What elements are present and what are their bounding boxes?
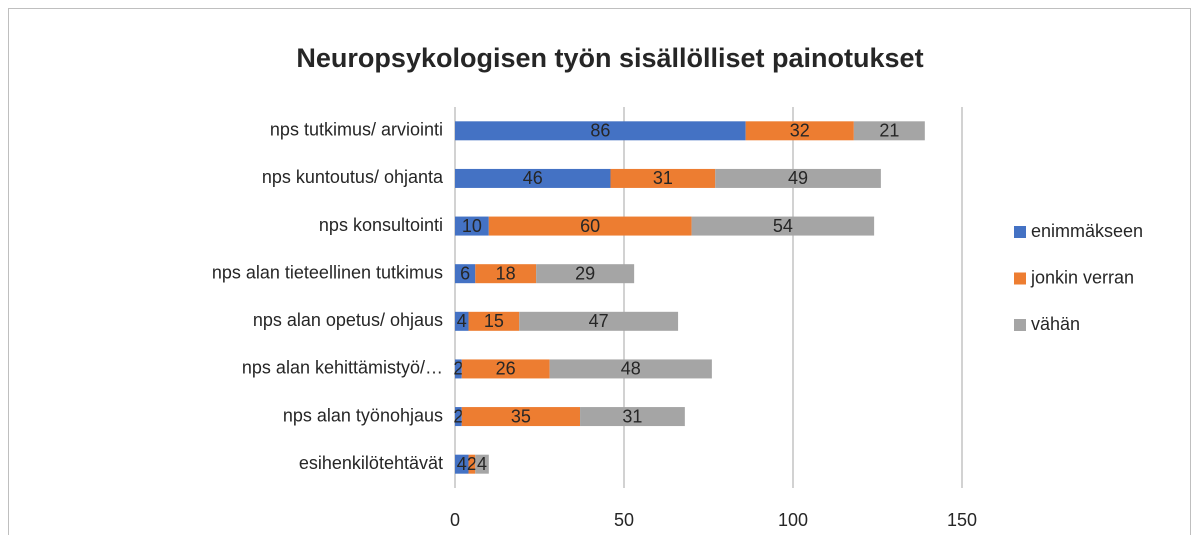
y-tick-label: nps alan opetus/ ohjaus [253, 310, 443, 330]
bar-segment [455, 407, 462, 427]
bar-segment [455, 359, 462, 379]
data-label: 31 [622, 406, 642, 426]
data-label: 2 [453, 406, 463, 426]
data-label: 15 [484, 311, 504, 331]
bar-segment [455, 311, 469, 331]
bar-segment [715, 168, 881, 188]
y-tick-label: nps kuntoutus/ ohjanta [262, 167, 444, 187]
y-tick-label: esihenkilötehtävät [299, 453, 443, 473]
data-label: 2 [453, 359, 463, 379]
data-label: 6 [460, 263, 470, 283]
data-label: 4 [477, 454, 487, 474]
bar-segment [610, 168, 716, 188]
data-label: 35 [511, 406, 531, 426]
x-tick-label: 150 [947, 510, 977, 530]
legend-label: enimmäkseen [1031, 221, 1143, 241]
bar-segment [745, 121, 854, 141]
y-tick-label: nps alan tieteellinen tutkimus [212, 262, 443, 282]
data-label: 26 [496, 359, 516, 379]
bar-segment [455, 264, 476, 284]
data-label: 49 [788, 168, 808, 188]
data-label: 54 [773, 216, 793, 236]
bar-segment [691, 216, 875, 236]
bar-segment [853, 121, 925, 141]
data-label: 10 [462, 216, 482, 236]
x-tick-label: 100 [778, 510, 808, 530]
data-label: 4 [457, 311, 467, 331]
data-label: 60 [580, 216, 600, 236]
legend-swatch [1014, 272, 1026, 285]
bar-segment [461, 407, 581, 427]
bar-segment [455, 121, 746, 141]
data-label: 29 [575, 263, 595, 283]
bar-segment [488, 216, 692, 236]
bar-segment [461, 359, 550, 379]
legend-swatch [1014, 226, 1026, 238]
bar-segment [455, 168, 611, 188]
data-label: 47 [589, 311, 609, 331]
bar-segment [475, 264, 537, 284]
bar-segment [580, 407, 685, 427]
data-label: 86 [590, 121, 610, 141]
y-tick-label: nps tutkimus/ arviointi [270, 120, 443, 140]
bar-segment [455, 216, 489, 236]
x-tick-label: 0 [450, 510, 460, 530]
chart-border [8, 8, 1191, 535]
data-label: 31 [653, 168, 673, 188]
chart-title: Neuropsykologisen työn sisällölliset pai… [296, 43, 923, 73]
x-tick-label: 50 [614, 510, 634, 530]
legend-label: jonkin verran [1030, 267, 1134, 287]
legend-swatch [1014, 319, 1026, 331]
bar-segment [549, 359, 712, 379]
bar-segment [536, 264, 635, 284]
bar-segment [475, 454, 489, 474]
data-label: 2 [467, 454, 477, 474]
y-tick-label: nps alan kehittämistyö/… [242, 358, 443, 378]
legend-label: vähän [1031, 314, 1080, 334]
data-label: 4 [457, 454, 467, 474]
bar-segment [455, 454, 469, 474]
y-tick-label: nps konsultointi [319, 215, 443, 235]
bar-segment [468, 311, 520, 331]
bar-segment [519, 311, 679, 331]
data-label: 21 [879, 121, 899, 141]
data-label: 48 [621, 359, 641, 379]
data-label: 32 [790, 121, 810, 141]
bar-segment [468, 454, 476, 474]
data-label: 46 [523, 168, 543, 188]
data-label: 18 [496, 263, 516, 283]
y-tick-label: nps alan työnohjaus [283, 405, 443, 425]
